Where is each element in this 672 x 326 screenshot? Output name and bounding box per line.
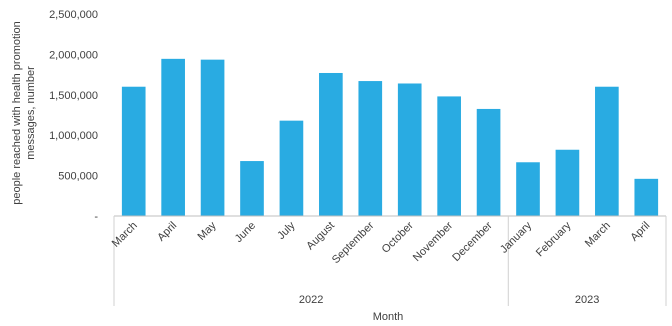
x-category-label: September <box>330 219 377 266</box>
y-tick-label: 500,000 <box>58 171 98 183</box>
x-category-label: February <box>534 219 574 259</box>
bar <box>476 108 501 216</box>
x-category-label: April <box>155 220 179 244</box>
y-axis-title-line-2: messages, number <box>25 66 37 160</box>
x-category-label: March <box>583 220 613 250</box>
bar <box>200 59 225 216</box>
x-category-label: December <box>450 219 495 264</box>
bar <box>240 161 264 216</box>
x-category-label: May <box>196 219 220 243</box>
x-axis-group-labels: 2022 2023 <box>299 294 599 306</box>
bar <box>397 83 422 216</box>
bars <box>121 58 659 217</box>
bar <box>516 162 540 216</box>
x-category-label: April <box>628 220 652 244</box>
x-category-label: October <box>380 219 416 255</box>
bar <box>358 81 383 217</box>
y-tick-label: 2,000,000 <box>49 49 98 61</box>
bar <box>121 86 146 216</box>
x-category-label: January <box>498 219 535 256</box>
x-category-label: July <box>275 219 298 242</box>
y-axis-ticks: - 500,000 1,000,000 1,500,000 2,000,000 2,500… <box>49 9 98 223</box>
x-axis-line <box>113 215 667 306</box>
bar <box>555 149 580 216</box>
bar <box>634 178 659 216</box>
y-tick-label: - <box>94 211 98 223</box>
x-category-label: August <box>304 220 337 253</box>
y-axis-title-line-1: people reached with health promotion <box>11 21 23 204</box>
x-category-label: June <box>233 220 258 245</box>
bar <box>595 86 619 216</box>
bar <box>161 58 185 217</box>
y-tick-label: 2,500,000 <box>49 9 98 21</box>
bar <box>319 72 343 216</box>
bar <box>437 96 461 216</box>
y-tick-label: 1,000,000 <box>49 130 98 142</box>
y-axis-title: people reached with health promotion mes… <box>11 21 37 204</box>
bar <box>279 120 304 216</box>
x-axis-title: Month <box>373 311 404 323</box>
x-group-label: 2023 <box>575 294 599 306</box>
x-category-label: November <box>411 219 456 264</box>
y-tick-label: 1,500,000 <box>49 90 98 102</box>
x-group-label: 2022 <box>299 294 323 306</box>
